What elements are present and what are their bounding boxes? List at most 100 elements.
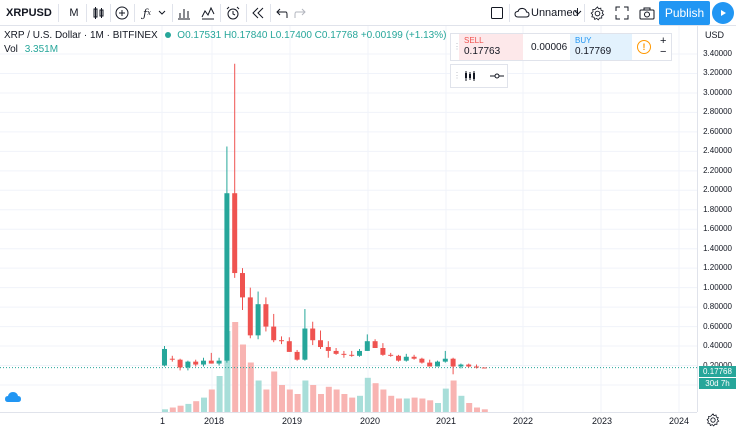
price-tick-label: 0.60000	[703, 321, 732, 331]
candle-body	[442, 358, 448, 362]
sell-label: SELL	[464, 36, 484, 45]
horizontal-line-icon[interactable]	[489, 69, 505, 88]
time-axis[interactable]: 1 2018 2019 2020 2021 2022 2023 2024	[0, 412, 697, 428]
drag-handle-icon[interactable]: ⋮	[453, 42, 461, 51]
volume-bar	[263, 389, 270, 412]
candle-body	[216, 360, 222, 364]
candle-body	[271, 326, 277, 341]
candle-body	[466, 364, 472, 367]
alert-icon[interactable]	[222, 0, 244, 26]
fullscreen-layout-icon[interactable]	[487, 0, 507, 26]
candle-body	[435, 361, 440, 367]
camera-icon[interactable]	[636, 0, 658, 26]
volume-bar	[333, 389, 340, 412]
volume-bar	[169, 407, 176, 412]
gear-icon[interactable]	[586, 0, 608, 26]
candles-icon[interactable]	[88, 0, 108, 26]
volume-bar	[466, 403, 473, 412]
price-tick-label: 2.80000	[703, 107, 732, 117]
financials-icon[interactable]	[174, 0, 194, 26]
chevron-down-icon[interactable]	[573, 0, 583, 26]
volume-value: 3.351M	[24, 44, 59, 55]
volume-bar	[364, 377, 371, 412]
publish-button[interactable]: Publish	[659, 1, 710, 25]
price-tick-label: 0.20000	[703, 361, 732, 370]
interval-button[interactable]: M	[69, 7, 79, 19]
cloud-logo-icon[interactable]	[4, 390, 22, 404]
fullscreen-icon[interactable]	[611, 0, 633, 26]
price-tick-label: 2.20000	[703, 165, 732, 175]
price-tick-label: 0.40000	[703, 341, 732, 351]
price-tick-label: 3.40000	[703, 49, 732, 58]
candle-body	[294, 351, 300, 360]
volume-bar	[411, 397, 418, 412]
volume-bar	[341, 394, 348, 412]
candle-body	[255, 304, 261, 336]
candle-body	[185, 361, 191, 368]
gear-icon[interactable]	[706, 413, 720, 427]
volume-bar	[294, 394, 301, 412]
divider	[110, 4, 111, 22]
drag-handle-icon[interactable]: ⋮	[453, 71, 461, 80]
volume-bar	[396, 398, 402, 412]
volume-bar	[481, 409, 488, 412]
divider	[246, 4, 247, 22]
candle-body	[357, 350, 362, 356]
undo-icon[interactable]	[272, 0, 290, 26]
time-tick-label: 2019	[282, 416, 303, 426]
price-chart[interactable]	[0, 26, 697, 412]
candle-body	[411, 356, 417, 359]
redo-icon[interactable]	[292, 0, 310, 26]
volume-bar	[357, 395, 363, 412]
play-icon[interactable]	[712, 2, 734, 24]
bars-style-icon[interactable]	[463, 69, 477, 88]
compare-add-icon[interactable]	[112, 0, 132, 26]
candle-body	[279, 340, 284, 342]
volume-bar	[247, 362, 254, 412]
divider	[58, 4, 59, 22]
volume-label: Vol	[4, 44, 18, 55]
plus-button[interactable]: +	[660, 35, 667, 47]
time-tick-label: 2021	[436, 416, 457, 426]
divider	[172, 4, 173, 22]
legend-title: XRP / U.S. Dollar · 1M · BITFINEX	[4, 30, 158, 41]
price-axis[interactable]: 3.40000 3.20000 3.00000 2.80000 2.60000 2.400…	[697, 26, 736, 412]
sell-button[interactable]: SELL 0.17763	[459, 34, 523, 60]
price-tick-label: 1.00000	[703, 282, 732, 292]
price-tick-label: 1.20000	[703, 263, 732, 273]
price-tick-label: 3.20000	[703, 68, 732, 78]
volume-bar	[435, 403, 441, 412]
price-tick-label: 0.80000	[703, 302, 732, 312]
volume-bar	[302, 380, 309, 412]
symbol-search-button[interactable]: XRPUSD	[6, 7, 52, 19]
time-tick-label: 2022	[513, 416, 534, 426]
candle-body	[403, 356, 409, 361]
layout-name[interactable]: Unnamed	[531, 7, 579, 19]
cloud-icon[interactable]	[512, 0, 532, 26]
price-tick-label: 1.60000	[703, 224, 732, 234]
price-tick-label: 2.40000	[703, 146, 732, 156]
candle-body	[247, 297, 253, 336]
price-tick-label: 1.40000	[703, 243, 732, 253]
info-icon[interactable]: !	[637, 40, 651, 54]
time-tick-label: 1	[160, 416, 166, 426]
volume-bar	[325, 386, 332, 412]
candle-body	[333, 350, 339, 354]
volume-bar	[208, 389, 215, 412]
chevron-down-icon[interactable]	[156, 0, 168, 26]
divider	[220, 4, 221, 22]
volume-bar	[427, 400, 434, 412]
candle-body	[474, 366, 479, 368]
volume-bar	[271, 371, 278, 412]
buy-button[interactable]: BUY 0.17769	[570, 34, 632, 60]
chart-legend: XRP / U.S. Dollar · 1M · BITFINEX O0.175…	[4, 30, 446, 41]
candle-body	[318, 340, 323, 348]
legend-close: C0.17768	[314, 30, 359, 41]
minus-button[interactable]: −	[660, 46, 667, 58]
templates-icon[interactable]	[198, 0, 218, 26]
sell-price: 0.17763	[464, 46, 501, 57]
volume-bar	[162, 409, 168, 412]
replay-icon[interactable]	[248, 0, 268, 26]
